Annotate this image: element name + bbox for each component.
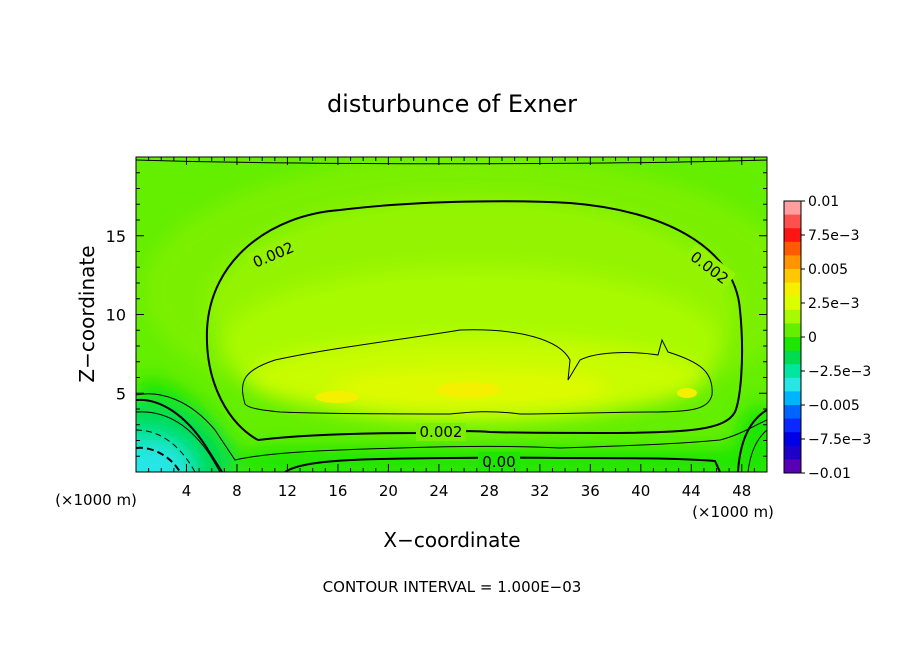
field-max-2 — [436, 382, 500, 398]
x-axis-ticks: 4 8 12 16 20 24 28 32 36 40 44 48 — [148, 157, 755, 500]
colorbar-swatch-19 — [784, 459, 801, 474]
colorbar-swatch-10 — [784, 337, 801, 352]
colorbar-swatch-5 — [784, 269, 801, 284]
colorbar-swatch-4 — [784, 255, 801, 270]
colorbar-swatch-1 — [784, 214, 801, 229]
y-tick-label-2: 15 — [106, 227, 126, 246]
x-tick-label-4: 20 — [379, 482, 398, 500]
colorbar-tick-label-2: 0.005 — [808, 262, 848, 278]
contour-label-bg-1 — [246, 235, 300, 273]
colorbar-swatch-9 — [784, 323, 801, 338]
x-tick-label-3: 16 — [328, 482, 347, 500]
contour-right-2 — [747, 429, 767, 472]
x-unit-label: (×1000 m) — [692, 503, 774, 521]
contour-field: 0.002 0.002 0.002 0.00 — [136, 157, 767, 472]
contour-label-4: 0.00 — [482, 453, 515, 471]
contour-top — [136, 159, 767, 165]
colorbar-swatch-0 — [784, 201, 801, 216]
field-maxima — [315, 382, 697, 403]
colorbar-swatch-11 — [784, 350, 801, 365]
contour-000-left — [136, 398, 223, 472]
colorbar-swatch-7 — [784, 296, 801, 311]
colorbar: 0.01 7.5e−3 0.005 2.5e−3 0 −2.5e−3 −0.005 −7.5e… — [783, 194, 871, 482]
colorbar-swatch-6 — [784, 282, 801, 297]
colorbar-tick-label-4: 0 — [808, 330, 817, 346]
contour-label-bg-2 — [684, 243, 736, 291]
x-tick-label-1: 8 — [232, 482, 242, 500]
y-axis-label: Z−coordinate — [75, 245, 99, 382]
contour-neg-2 — [136, 446, 181, 472]
colorbar-swatch-14 — [784, 391, 801, 406]
x-tick-label-10: 44 — [682, 482, 701, 500]
x-tick-label-2: 12 — [278, 482, 297, 500]
colorbar-swatch-3 — [784, 241, 801, 256]
field-max-1 — [315, 391, 359, 403]
x-tick-label-7: 32 — [530, 482, 549, 500]
x-tick-label-8: 36 — [581, 482, 600, 500]
contour-0015 — [136, 393, 767, 461]
y-tick-label-0: 5 — [116, 384, 126, 403]
x-tick-label-0: 4 — [182, 482, 192, 500]
colorbar-swatch-12 — [784, 364, 801, 379]
colorbar-tick-label-7: −7.5e−3 — [808, 432, 871, 448]
contour-right-1 — [737, 409, 767, 472]
field-band-right — [735, 405, 767, 472]
contour-label-3: 0.002 — [420, 423, 463, 441]
x-tick-label-5: 24 — [429, 482, 448, 500]
colorbar-tick-label-0: 0.01 — [808, 194, 839, 210]
colorbar-swatch-15 — [784, 405, 801, 420]
y-tick-label-1: 10 — [106, 306, 126, 325]
colorbar-swatch-16 — [784, 418, 801, 433]
field-max-3 — [677, 388, 697, 398]
contour-label-bg-3 — [416, 423, 466, 441]
contour-label-bg-4 — [478, 452, 520, 470]
colorbar-swatch-17 — [784, 432, 801, 447]
colorbar-swatch-2 — [784, 228, 801, 243]
colorbar-swatch-13 — [784, 377, 801, 392]
contour-neg-1 — [136, 429, 196, 472]
y-axis-ticks: 5 10 15 — [106, 172, 767, 457]
contour-interval-note: CONTOUR INTERVAL = 1.000E−03 — [323, 578, 582, 596]
contour-0025 — [242, 329, 713, 415]
x-axis-label: X−coordinate — [383, 528, 520, 552]
colorbar-swatch-18 — [784, 445, 801, 460]
chart-title: disturbunce of Exner — [327, 90, 577, 118]
x-tick-label-9: 40 — [631, 482, 650, 500]
x-tick-label-11: 48 — [732, 482, 751, 500]
contour-002-upper — [205, 200, 744, 441]
contour-001 — [136, 411, 221, 472]
x-tick-label-6: 28 — [480, 482, 499, 500]
colorbar-tick-label-6: −0.005 — [808, 398, 860, 414]
colorbar-tick-label-8: −0.01 — [808, 466, 851, 482]
colorbar-tick-label-1: 7.5e−3 — [808, 228, 860, 244]
colorbar-tick-label-3: 2.5e−3 — [808, 296, 860, 312]
colorbar-swatch-8 — [784, 309, 801, 324]
colorbar-tick-label-5: −2.5e−3 — [808, 364, 871, 380]
z-unit-label: (×1000 m) — [55, 491, 137, 509]
